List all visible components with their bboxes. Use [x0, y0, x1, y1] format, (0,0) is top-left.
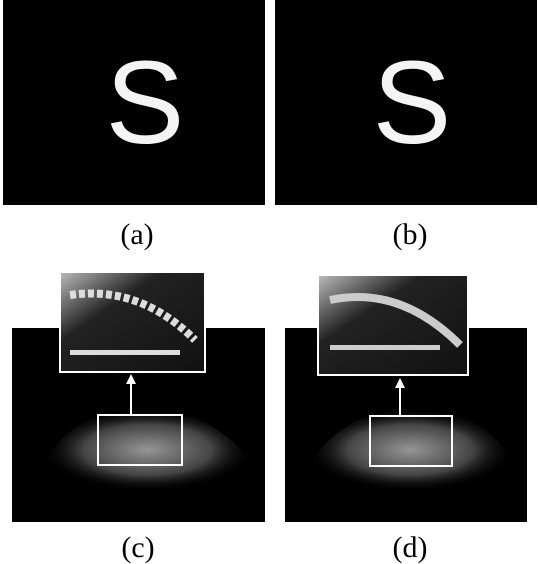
caption: (b): [393, 218, 428, 251]
glyph: S: [373, 37, 452, 169]
caption: (a): [120, 218, 153, 251]
panel-d: (d): [285, 275, 527, 564]
panel-a: S (a): [3, 0, 265, 251]
inset: [318, 275, 468, 375]
caption: (c): [121, 531, 154, 564]
figure: S (a) S (b) (c) (d): [0, 0, 538, 564]
panel-c: (c): [12, 272, 265, 564]
panel-b: S (b): [275, 0, 537, 251]
caption: (d): [393, 531, 428, 564]
highlight: [330, 345, 440, 350]
inset: [60, 272, 205, 372]
glyph: S: [106, 37, 185, 169]
highlight: [70, 350, 180, 355]
